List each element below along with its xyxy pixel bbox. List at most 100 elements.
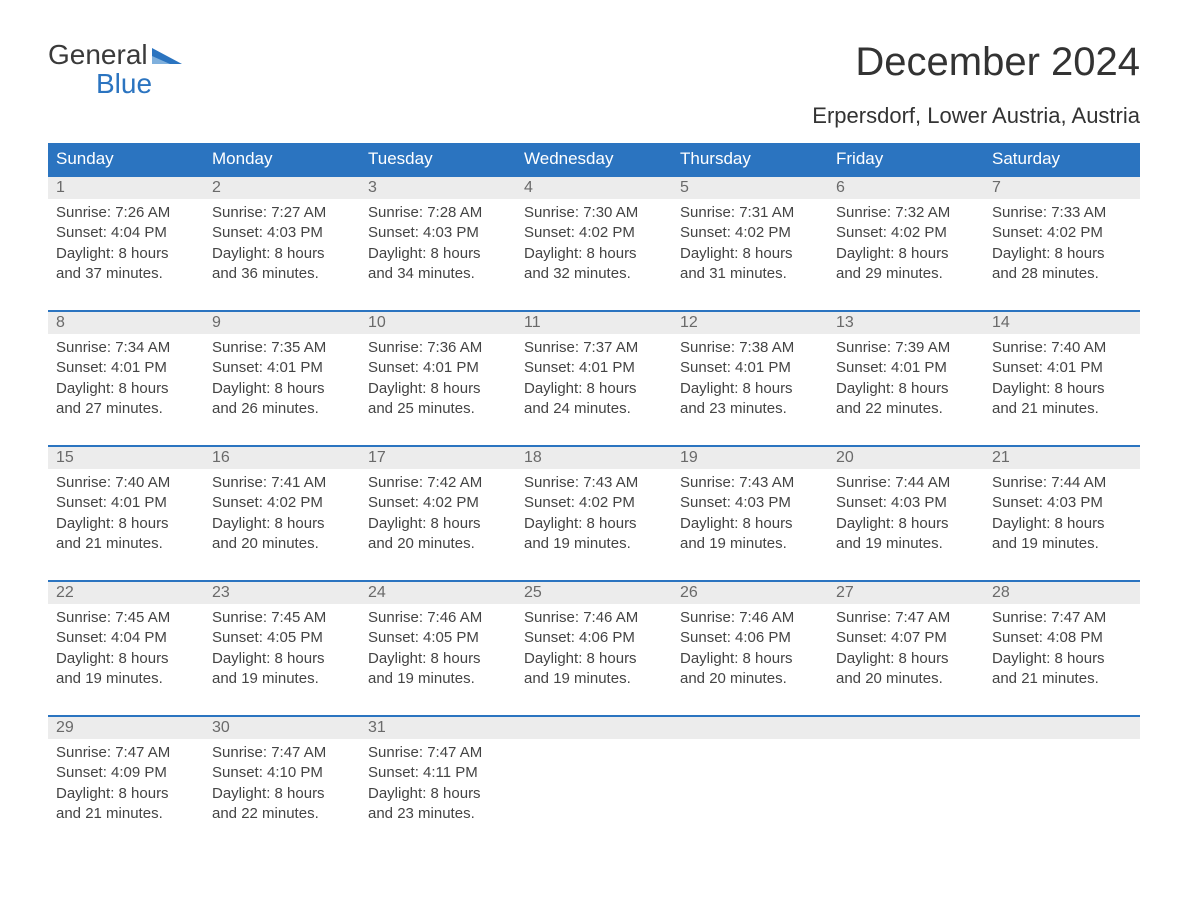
daylight-text: Daylight: 8 hours: [992, 649, 1132, 669]
daylight-text: Daylight: 8 hours: [368, 784, 508, 804]
sunset-text: Sunset: 4:02 PM: [524, 223, 664, 243]
day-number: 31: [360, 717, 516, 739]
sunrise-text: Sunrise: 7:45 AM: [212, 608, 352, 628]
day-cell: Sunrise: 7:47 AMSunset: 4:11 PMDaylight:…: [360, 739, 516, 830]
daylight-text: and 19 minutes.: [56, 669, 196, 689]
sunset-text: Sunset: 4:02 PM: [992, 223, 1132, 243]
sunrise-text: Sunrise: 7:27 AM: [212, 203, 352, 223]
day-cell: Sunrise: 7:33 AMSunset: 4:02 PMDaylight:…: [984, 199, 1140, 290]
sunset-text: Sunset: 4:05 PM: [212, 628, 352, 648]
day-cell: Sunrise: 7:37 AMSunset: 4:01 PMDaylight:…: [516, 334, 672, 425]
daylight-text: Daylight: 8 hours: [836, 244, 976, 264]
day-cell: Sunrise: 7:39 AMSunset: 4:01 PMDaylight:…: [828, 334, 984, 425]
daylight-text: Daylight: 8 hours: [56, 784, 196, 804]
logo-word2: Blue: [48, 69, 182, 98]
daylight-text: Daylight: 8 hours: [212, 379, 352, 399]
sunset-text: Sunset: 4:04 PM: [56, 223, 196, 243]
week-row: 22232425262728Sunrise: 7:45 AMSunset: 4:…: [48, 580, 1140, 695]
sunrise-text: Sunrise: 7:47 AM: [212, 743, 352, 763]
day-cell: Sunrise: 7:38 AMSunset: 4:01 PMDaylight:…: [672, 334, 828, 425]
day-cell: Sunrise: 7:41 AMSunset: 4:02 PMDaylight:…: [204, 469, 360, 560]
sunrise-text: Sunrise: 7:36 AM: [368, 338, 508, 358]
sunset-text: Sunset: 4:06 PM: [680, 628, 820, 648]
day-number: 28: [984, 582, 1140, 604]
sunrise-text: Sunrise: 7:40 AM: [992, 338, 1132, 358]
daylight-text: and 34 minutes.: [368, 264, 508, 284]
daylight-text: and 19 minutes.: [524, 534, 664, 554]
week-row: 1234567Sunrise: 7:26 AMSunset: 4:04 PMDa…: [48, 175, 1140, 290]
day-cell: Sunrise: 7:47 AMSunset: 4:09 PMDaylight:…: [48, 739, 204, 830]
sunset-text: Sunset: 4:09 PM: [56, 763, 196, 783]
day-cell: Sunrise: 7:43 AMSunset: 4:03 PMDaylight:…: [672, 469, 828, 560]
sunset-text: Sunset: 4:02 PM: [368, 493, 508, 513]
day-number: 23: [204, 582, 360, 604]
daylight-text: and 24 minutes.: [524, 399, 664, 419]
day-cell: Sunrise: 7:44 AMSunset: 4:03 PMDaylight:…: [984, 469, 1140, 560]
sunset-text: Sunset: 4:01 PM: [680, 358, 820, 378]
sunrise-text: Sunrise: 7:28 AM: [368, 203, 508, 223]
sunrise-text: Sunrise: 7:26 AM: [56, 203, 196, 223]
daylight-text: Daylight: 8 hours: [368, 514, 508, 534]
daylight-text: Daylight: 8 hours: [680, 514, 820, 534]
col-wednesday: Wednesday: [516, 143, 672, 175]
day-number: 27: [828, 582, 984, 604]
daylight-text: Daylight: 8 hours: [524, 649, 664, 669]
daylight-text: and 20 minutes.: [836, 669, 976, 689]
daylight-text: and 19 minutes.: [368, 669, 508, 689]
location: Erpersdorf, Lower Austria, Austria: [812, 103, 1140, 129]
daylight-text: Daylight: 8 hours: [992, 244, 1132, 264]
day-number: 3: [360, 177, 516, 199]
sunrise-text: Sunrise: 7:44 AM: [992, 473, 1132, 493]
daylight-text: Daylight: 8 hours: [680, 649, 820, 669]
sunrise-text: Sunrise: 7:47 AM: [368, 743, 508, 763]
daylight-text: and 36 minutes.: [212, 264, 352, 284]
daylight-text: and 25 minutes.: [368, 399, 508, 419]
sunset-text: Sunset: 4:02 PM: [212, 493, 352, 513]
day-number: 15: [48, 447, 204, 469]
sunrise-text: Sunrise: 7:31 AM: [680, 203, 820, 223]
daylight-text: and 26 minutes.: [212, 399, 352, 419]
daylight-text: Daylight: 8 hours: [680, 379, 820, 399]
day-number: 22: [48, 582, 204, 604]
daynum-row: 15161718192021: [48, 447, 1140, 469]
day-cell: Sunrise: 7:40 AMSunset: 4:01 PMDaylight:…: [48, 469, 204, 560]
day-number: 11: [516, 312, 672, 334]
daylight-text: Daylight: 8 hours: [56, 244, 196, 264]
logo-word1: General: [48, 40, 148, 69]
sunset-text: Sunset: 4:05 PM: [368, 628, 508, 648]
sunset-text: Sunset: 4:01 PM: [212, 358, 352, 378]
day-cell: [672, 739, 828, 830]
day-number: 8: [48, 312, 204, 334]
daylight-text: and 19 minutes.: [992, 534, 1132, 554]
day-number: 24: [360, 582, 516, 604]
day-cell: Sunrise: 7:31 AMSunset: 4:02 PMDaylight:…: [672, 199, 828, 290]
day-cell: Sunrise: 7:28 AMSunset: 4:03 PMDaylight:…: [360, 199, 516, 290]
sunset-text: Sunset: 4:01 PM: [992, 358, 1132, 378]
sunset-text: Sunset: 4:08 PM: [992, 628, 1132, 648]
day-cell: Sunrise: 7:47 AMSunset: 4:10 PMDaylight:…: [204, 739, 360, 830]
sunrise-text: Sunrise: 7:46 AM: [680, 608, 820, 628]
day-number: 2: [204, 177, 360, 199]
daylight-text: Daylight: 8 hours: [212, 649, 352, 669]
daynum-row: 293031: [48, 717, 1140, 739]
daylight-text: Daylight: 8 hours: [56, 379, 196, 399]
sunset-text: Sunset: 4:07 PM: [836, 628, 976, 648]
week-row: 293031Sunrise: 7:47 AMSunset: 4:09 PMDay…: [48, 715, 1140, 830]
day-number: 17: [360, 447, 516, 469]
daylight-text: and 19 minutes.: [680, 534, 820, 554]
daylight-text: Daylight: 8 hours: [368, 649, 508, 669]
daylight-text: and 27 minutes.: [56, 399, 196, 419]
sunset-text: Sunset: 4:11 PM: [368, 763, 508, 783]
daylight-text: and 32 minutes.: [524, 264, 664, 284]
day-cell: Sunrise: 7:27 AMSunset: 4:03 PMDaylight:…: [204, 199, 360, 290]
sunset-text: Sunset: 4:01 PM: [368, 358, 508, 378]
day-number: [828, 717, 984, 739]
day-cell: Sunrise: 7:36 AMSunset: 4:01 PMDaylight:…: [360, 334, 516, 425]
day-number: 29: [48, 717, 204, 739]
sunrise-text: Sunrise: 7:43 AM: [680, 473, 820, 493]
daylight-text: and 21 minutes.: [56, 534, 196, 554]
day-cell: Sunrise: 7:26 AMSunset: 4:04 PMDaylight:…: [48, 199, 204, 290]
day-number: 7: [984, 177, 1140, 199]
sunrise-text: Sunrise: 7:35 AM: [212, 338, 352, 358]
daylight-text: Daylight: 8 hours: [524, 514, 664, 534]
